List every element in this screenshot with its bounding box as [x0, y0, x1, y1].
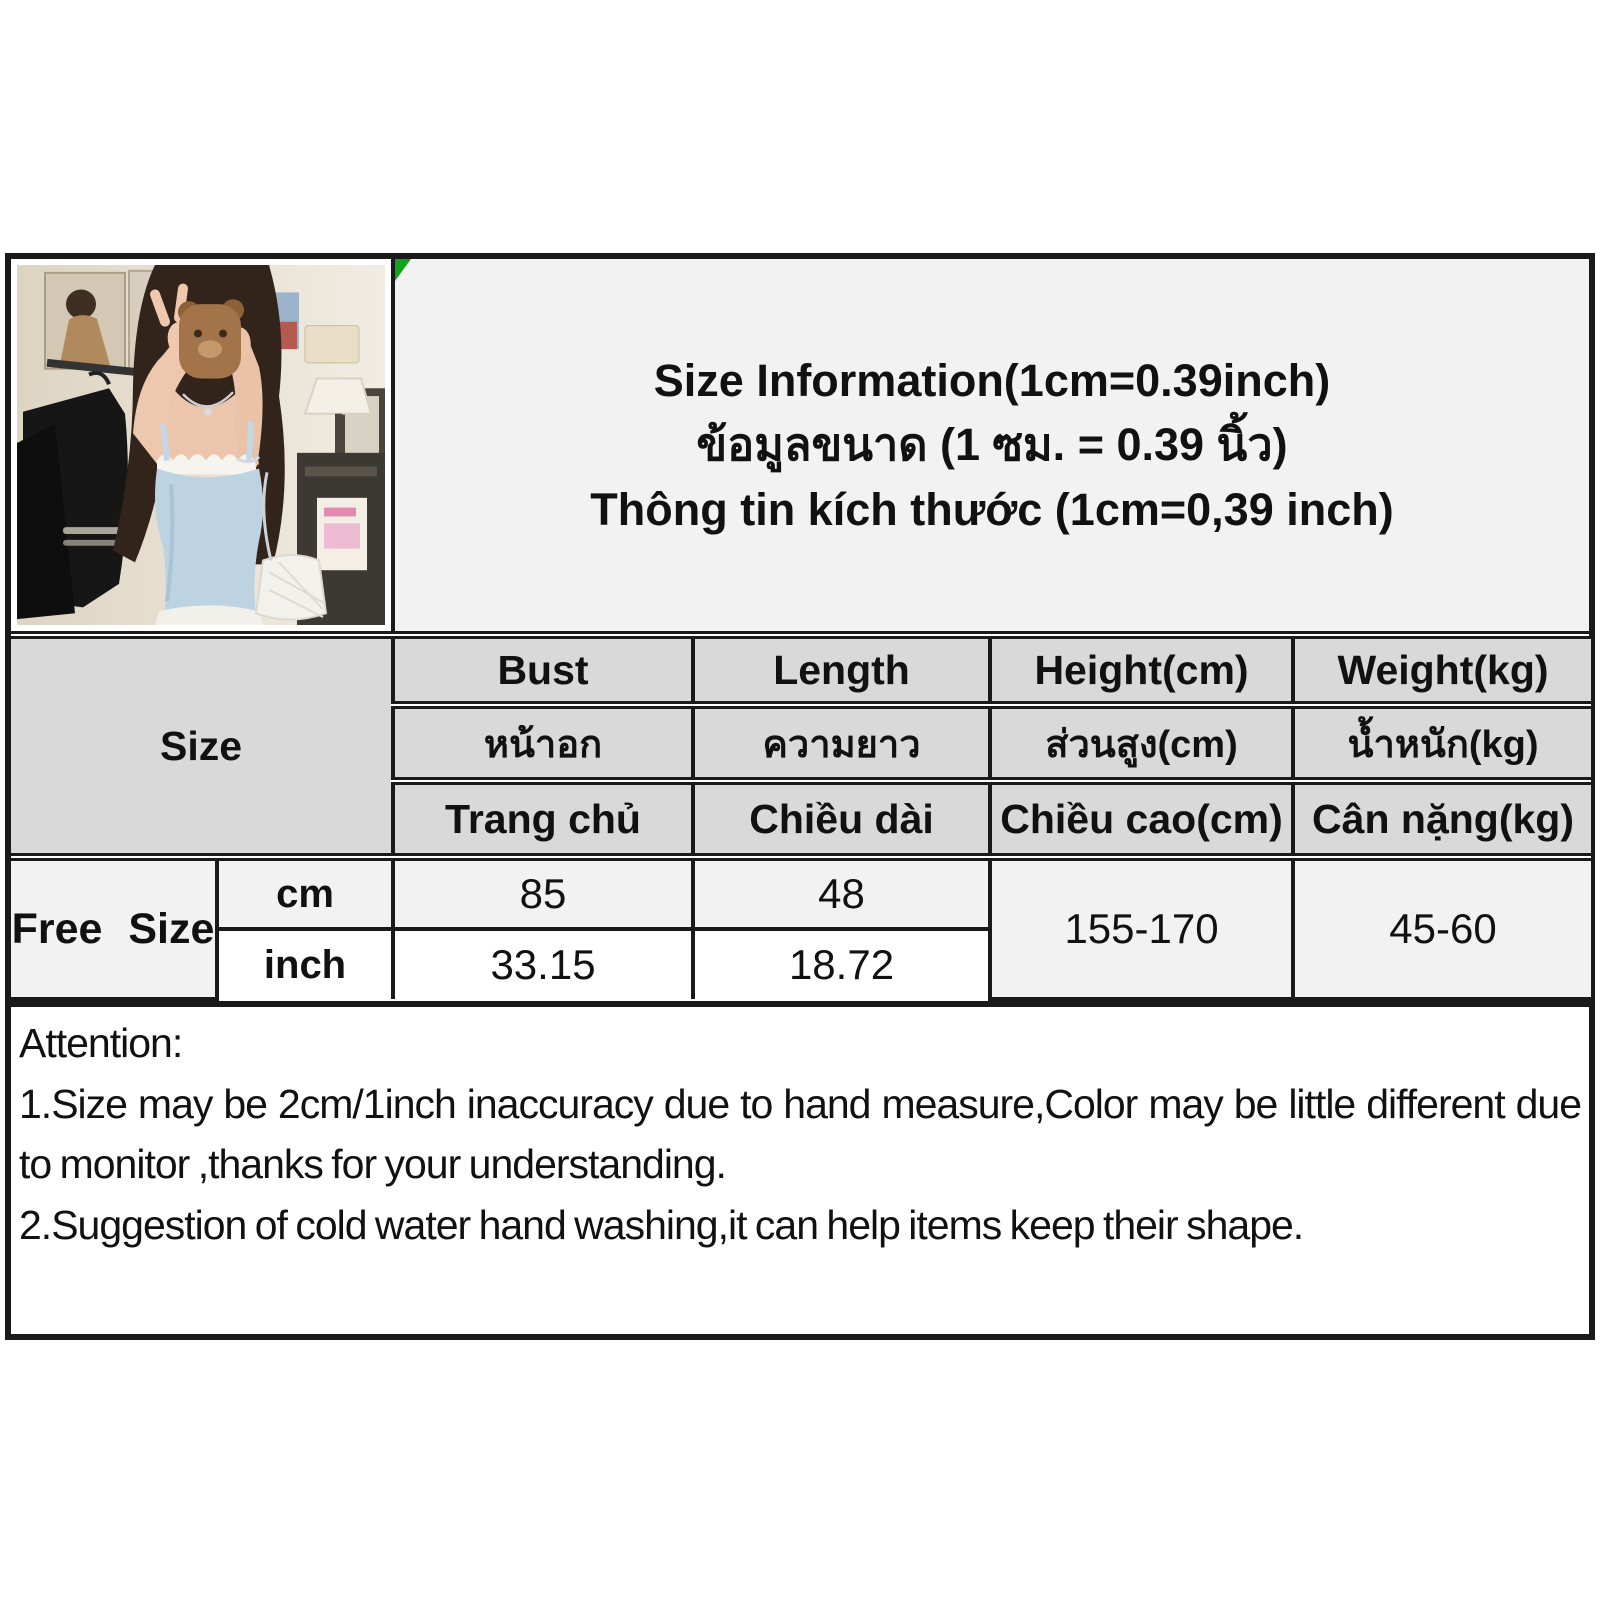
attention-note-1: 1.Size may be 2cm/1inch inaccuracy due t…	[19, 1080, 1582, 1188]
header-length-vi: Chiều dài	[691, 779, 993, 861]
header-weight-vi: Cân nặng(kg)	[1291, 779, 1592, 861]
header-bust-th: หน้าอก	[393, 703, 696, 785]
value-bust-inch: 33.15	[391, 927, 696, 999]
value-height-range: 155-170	[988, 855, 1296, 1001]
row-label-free-size: Free Size	[11, 855, 219, 1001]
value-length-inch: 18.72	[691, 927, 993, 999]
header-height-th: ส่วนสูง(cm)	[988, 703, 1296, 785]
title-thai: ข้อมูลขนาด (1 ซม. = 0.39 นิ้ว)	[696, 419, 1288, 471]
header-height-vi: Chiều cao(cm)	[988, 779, 1296, 861]
unit-inch: inch	[217, 927, 396, 999]
attention-note-2: 2.Suggestion of cold water hand washing,…	[19, 1202, 1304, 1249]
title-panel: Size Information(1cm=0.39inch) ข้อมูลขนา…	[395, 259, 1589, 631]
model-photo-illustration	[17, 265, 385, 625]
header-bust-vi: Trang chủ	[393, 779, 696, 861]
unit-cm: cm	[214, 855, 396, 931]
size-chart-sheet: Size Information(1cm=0.39inch) ข้อมูลขนา…	[5, 253, 1595, 1340]
header-bust-en: Bust	[391, 639, 696, 709]
header-height-en: Height(cm)	[988, 639, 1296, 709]
title-vietnamese: Thông tin kích thước (1cm=0,39 inch)	[590, 483, 1394, 535]
header-length-th: ความยาว	[691, 703, 993, 785]
attention-heading: Attention:	[19, 1020, 183, 1066]
header-weight-en: Weight(kg)	[1291, 639, 1592, 709]
size-table: Size Bust Length Height(cm) Weight(kg) ห…	[11, 639, 1592, 1001]
attention-section: Attention: 1.Size may be 2cm/1inch inacc…	[11, 1001, 1589, 1334]
product-photo	[11, 259, 395, 631]
title-english: Size Information(1cm=0.39inch)	[653, 355, 1331, 407]
green-corner-marker-icon	[395, 259, 411, 281]
value-weight-range: 45-60	[1291, 855, 1592, 1001]
value-length-cm: 48	[691, 855, 993, 931]
size-corner-label: Size	[11, 639, 396, 861]
media-title-row: Size Information(1cm=0.39inch) ข้อมูลขนา…	[11, 259, 1589, 639]
header-weight-th: น้ำหนัก(kg)	[1291, 703, 1592, 785]
value-bust-cm: 85	[391, 855, 696, 931]
header-length-en: Length	[691, 639, 993, 709]
